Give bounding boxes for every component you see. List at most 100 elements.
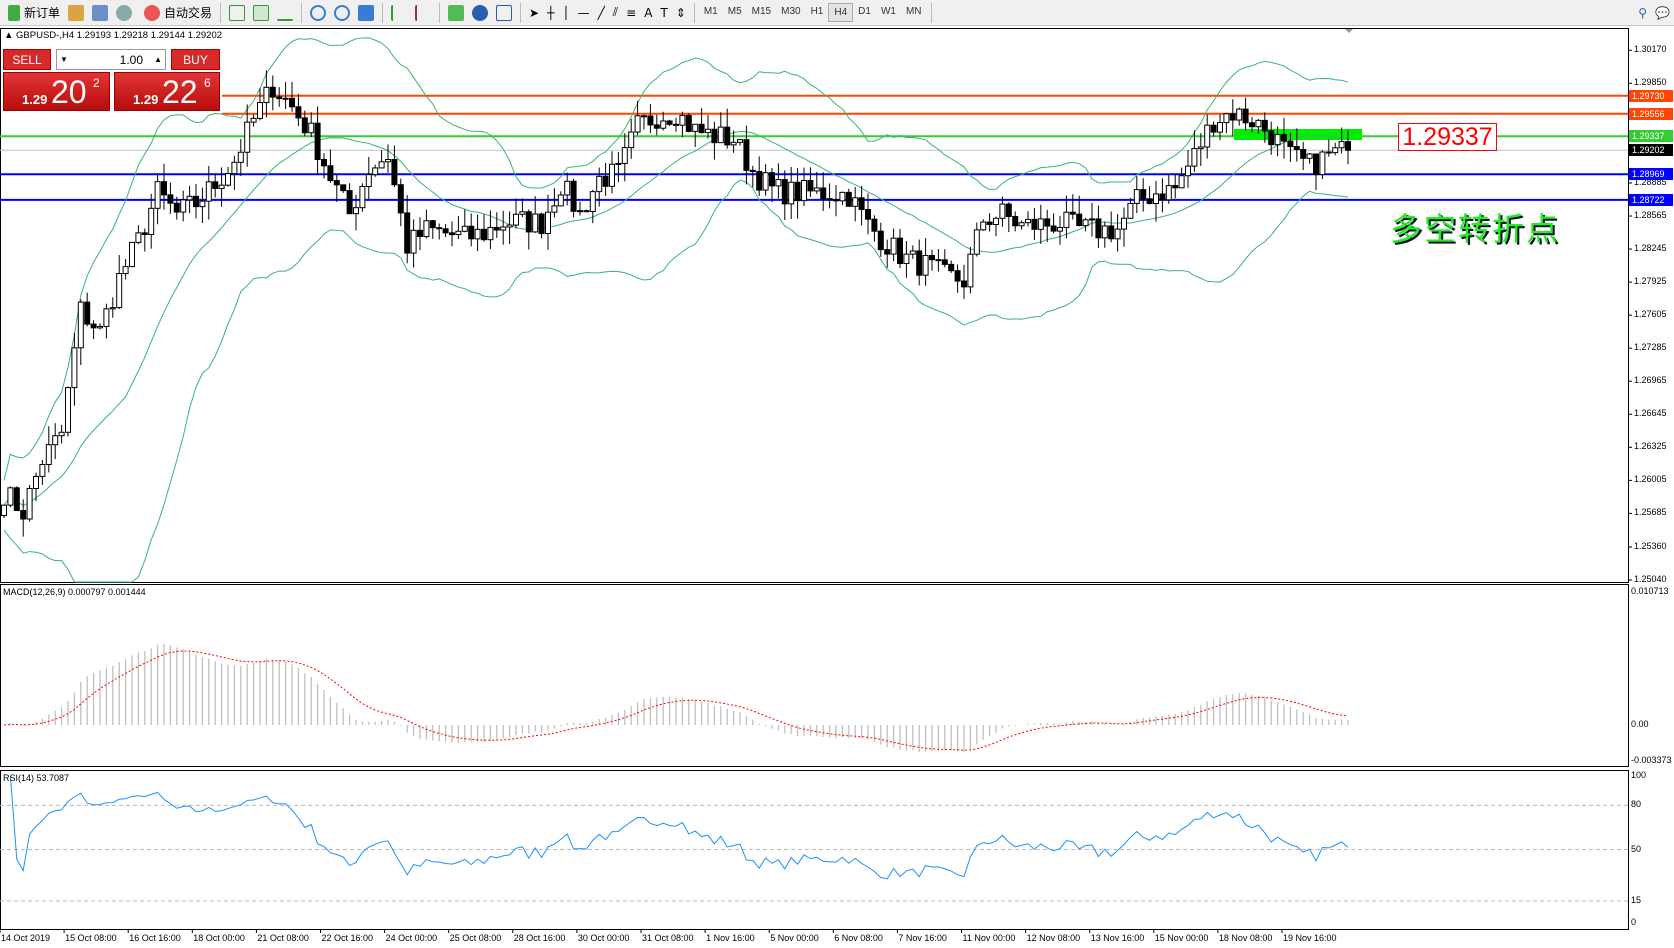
price-line-label[interactable]: 1.29556	[1629, 107, 1673, 120]
trendline-icon[interactable]: ╱	[597, 5, 605, 20]
price-line-label[interactable]: 1.28969	[1629, 168, 1673, 181]
bull-candle	[1057, 226, 1063, 232]
zoom-in-icon[interactable]	[310, 4, 327, 21]
bear-candle	[948, 263, 955, 272]
timeframe-m30[interactable]: M30	[781, 6, 801, 17]
price-tick-label: 1.27925	[1634, 276, 1667, 287]
bull-candle	[225, 173, 231, 186]
bull-candle	[839, 191, 846, 202]
bull-candle	[103, 308, 110, 327]
timeframe-mn[interactable]: MN	[905, 6, 922, 17]
auto-scroll-icon[interactable]	[391, 4, 407, 21]
candlestick-icon[interactable]	[253, 4, 270, 21]
bull-candle	[993, 217, 999, 225]
bear-candle	[666, 120, 673, 125]
timeframe-w1[interactable]: W1	[880, 6, 896, 17]
bear-candle	[493, 226, 500, 231]
divider	[439, 2, 441, 23]
line-chart-icon[interactable]	[277, 5, 294, 21]
macd-tick-label: -0.003373	[1631, 755, 1672, 765]
crosshair-icon[interactable]: ┼	[547, 5, 555, 20]
bull-candle	[205, 181, 212, 202]
lot-size-stepper[interactable]: ▼ 1.00 ▲	[56, 49, 166, 70]
price-line-label[interactable]: 1.29202	[1629, 144, 1673, 157]
bull-candle	[1025, 218, 1031, 224]
indicators-icon[interactable]	[448, 4, 465, 21]
bull-candle	[999, 203, 1006, 219]
bull-candle	[378, 161, 385, 169]
bull-candle	[564, 180, 571, 196]
bear-candle	[826, 198, 833, 201]
bull-candle	[519, 211, 526, 215]
increase-icon[interactable]: ▲	[154, 55, 162, 64]
bear-candle	[711, 128, 718, 144]
bull-candle	[423, 220, 430, 238]
sell-price[interactable]: 1.29 20 2	[3, 72, 110, 111]
signal-icon[interactable]	[116, 4, 133, 21]
terminal-icon[interactable]	[92, 4, 109, 21]
zoom-out-icon[interactable]	[334, 4, 351, 21]
timeframe-h4[interactable]: H4	[828, 3, 854, 22]
price-tick-label: 1.30170	[1634, 44, 1667, 55]
divider	[693, 2, 695, 23]
history-icon[interactable]	[68, 4, 85, 21]
templates-icon[interactable]	[496, 4, 513, 21]
timeframe-m1[interactable]: M1	[703, 6, 718, 17]
cursor-icon[interactable]: ➤	[529, 5, 540, 20]
rsi-line	[9, 775, 1349, 880]
bull-candle	[244, 121, 251, 153]
bear-candle	[743, 139, 750, 171]
buy-price[interactable]: 1.29 22 6	[114, 72, 220, 111]
bear-candle	[935, 259, 942, 262]
buy-button[interactable]: BUY	[171, 49, 220, 70]
bear-candle	[1242, 108, 1249, 124]
periods-icon[interactable]	[472, 4, 489, 21]
price-tick-label: 1.28885	[1634, 176, 1667, 187]
bull-candle	[801, 179, 807, 202]
divider	[930, 2, 932, 23]
price-line-label[interactable]: 1.29730	[1629, 89, 1673, 102]
bull-candle	[135, 232, 142, 243]
horizontal-line-icon[interactable]: —	[577, 5, 590, 20]
timeframe-m15[interactable]: M15	[751, 6, 772, 17]
divider	[382, 2, 384, 23]
bull-candle	[813, 187, 820, 192]
bear-candle	[1031, 218, 1038, 230]
tile-windows-icon[interactable]	[358, 4, 375, 21]
bar-chart-icon[interactable]	[229, 4, 246, 21]
text-icon[interactable]: A	[644, 5, 653, 20]
new-order-button[interactable]: 新订单	[0, 2, 64, 24]
search-icon[interactable]: ⚲	[1638, 5, 1648, 20]
bull-candle	[634, 115, 641, 133]
bull-candle	[1197, 146, 1204, 150]
arrows-icon[interactable]: ⇕	[675, 5, 686, 20]
bear-candle	[538, 213, 545, 235]
price-line-label[interactable]: 1.28722	[1629, 193, 1673, 206]
auto-trade-button[interactable]: 自动交易	[136, 2, 216, 24]
chart-shift-icon[interactable]	[415, 4, 431, 21]
annotation-text[interactable]: 多空转折点	[1390, 210, 1561, 248]
bear-candle	[1108, 225, 1115, 240]
text-label-icon[interactable]: T	[660, 5, 668, 20]
sell-button[interactable]: SELL	[3, 49, 51, 70]
decrease-icon[interactable]: ▼	[60, 55, 68, 64]
timeframe-h1[interactable]: H1	[810, 6, 824, 17]
timeframe-m5[interactable]: M5	[727, 6, 742, 17]
bull-candle	[737, 139, 743, 143]
bull-candle	[1338, 141, 1345, 149]
bear-candle	[756, 170, 763, 191]
price-annotation-box[interactable]: 1.29337	[1398, 123, 1497, 151]
fibonacci-icon[interactable]: ≡	[626, 5, 637, 20]
bear-candle	[436, 227, 443, 230]
bear-candle	[941, 259, 948, 265]
equidistant-channel-icon[interactable]: ⫽	[612, 5, 619, 19]
lot-input[interactable]: 1.00	[119, 52, 143, 67]
price-line-label[interactable]: 1.29337	[1629, 130, 1673, 143]
auto-trade-icon	[144, 4, 161, 21]
vertical-line-icon[interactable]: │	[562, 5, 570, 20]
bull-candle	[705, 128, 711, 134]
chat-icon[interactable]: 💬	[1655, 5, 1670, 20]
bear-candle	[481, 228, 487, 241]
timeframe-d1[interactable]: D1	[858, 6, 871, 17]
